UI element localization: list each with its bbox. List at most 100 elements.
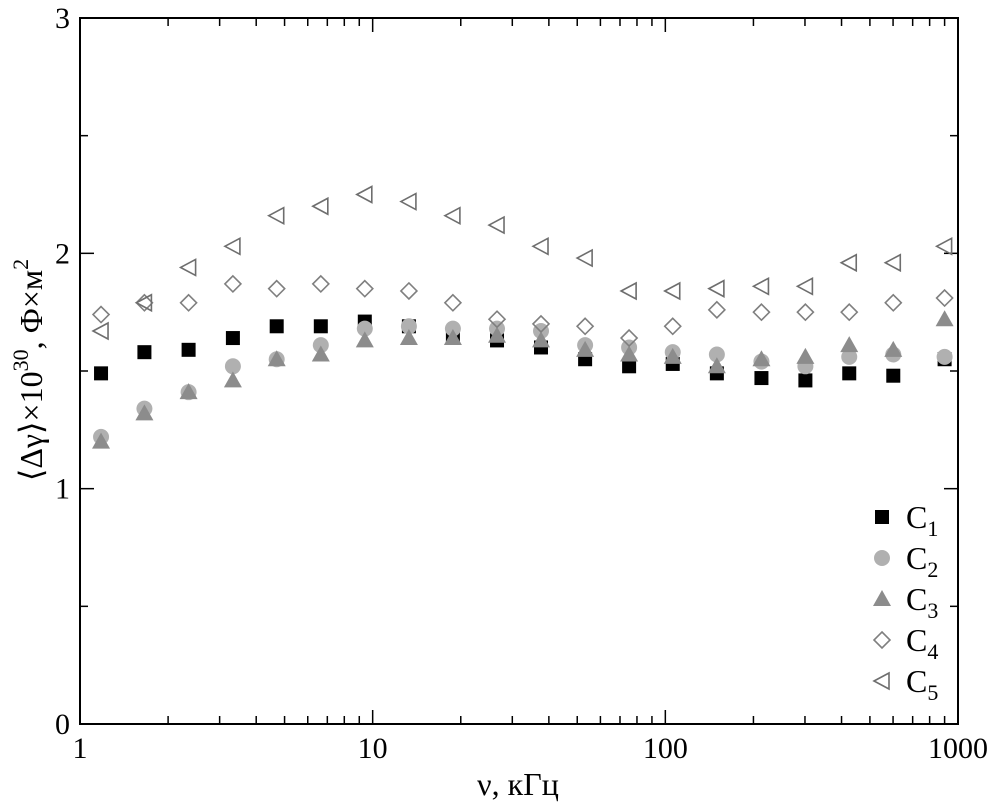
data-point bbox=[935, 310, 954, 327]
data-point bbox=[883, 253, 902, 273]
data-point bbox=[179, 383, 198, 400]
series-2 bbox=[93, 318, 953, 445]
data-marks bbox=[91, 185, 954, 449]
data-point bbox=[91, 321, 109, 341]
data-point bbox=[619, 328, 639, 348]
y-tick-label: 0 bbox=[55, 708, 70, 741]
data-point bbox=[663, 347, 682, 364]
data-point bbox=[179, 293, 198, 312]
data-point bbox=[269, 319, 284, 334]
legend-label: C4 bbox=[906, 622, 938, 664]
legend-label: C2 bbox=[906, 540, 938, 582]
y-axis-label-exponent: 30 bbox=[8, 349, 33, 371]
data-point bbox=[798, 373, 813, 388]
data-point bbox=[311, 196, 329, 216]
data-point bbox=[575, 317, 595, 336]
data-point bbox=[841, 348, 858, 365]
data-point bbox=[135, 404, 154, 421]
series-3 bbox=[92, 310, 954, 449]
data-point bbox=[840, 336, 859, 353]
series-1 bbox=[94, 314, 952, 388]
data-point bbox=[532, 331, 551, 348]
y-tick-label: 2 bbox=[55, 237, 70, 270]
data-point bbox=[487, 310, 507, 329]
y-tick-label: 3 bbox=[55, 2, 70, 35]
data-point bbox=[312, 337, 329, 354]
y-tick-label: 1 bbox=[55, 473, 70, 506]
legend-marker bbox=[873, 590, 891, 606]
data-point bbox=[134, 293, 153, 313]
data-point bbox=[223, 274, 243, 294]
data-point bbox=[267, 350, 286, 367]
data-point bbox=[751, 276, 770, 296]
data-point bbox=[443, 329, 462, 346]
data-point bbox=[795, 276, 814, 296]
data-point bbox=[576, 340, 595, 357]
data-point bbox=[707, 279, 725, 298]
x-tick-label: 100 bbox=[643, 732, 688, 765]
data-point bbox=[663, 317, 682, 336]
data-point bbox=[842, 366, 857, 381]
data-point bbox=[135, 293, 154, 312]
data-point bbox=[707, 357, 726, 374]
data-point bbox=[575, 248, 593, 268]
data-point bbox=[935, 288, 954, 308]
x-tick-label: 1 bbox=[73, 732, 88, 765]
data-point bbox=[754, 371, 769, 386]
axis-ticks bbox=[79, 17, 958, 725]
data-point bbox=[487, 215, 505, 235]
data-point bbox=[137, 345, 152, 360]
data-point bbox=[796, 347, 815, 364]
legend-label: C5 bbox=[906, 663, 938, 705]
data-point bbox=[355, 331, 374, 348]
data-point bbox=[708, 346, 725, 363]
data-point bbox=[92, 432, 111, 449]
plot-border bbox=[79, 17, 959, 725]
series-5 bbox=[91, 185, 953, 341]
data-point bbox=[444, 320, 461, 337]
plot-frame bbox=[79, 17, 959, 725]
data-point bbox=[707, 300, 727, 319]
x-tick-label: 1000 bbox=[928, 732, 988, 765]
legend-marker bbox=[872, 630, 892, 650]
data-point bbox=[178, 258, 197, 277]
data-point bbox=[531, 236, 549, 256]
legend-label: C3 bbox=[906, 581, 938, 623]
data-point bbox=[620, 345, 639, 362]
legend-marker bbox=[872, 671, 890, 691]
data-point bbox=[752, 350, 771, 367]
data-point bbox=[884, 340, 903, 357]
data-point bbox=[884, 293, 903, 312]
y-axis-label-main: ⟨Δγ⟩×10 bbox=[13, 371, 49, 481]
data-point bbox=[886, 368, 901, 383]
data-point bbox=[443, 293, 463, 312]
data-point bbox=[223, 371, 242, 388]
data-point bbox=[663, 281, 681, 301]
y-axis-label-unit: , Ф×м bbox=[13, 270, 49, 350]
data-point bbox=[313, 319, 328, 334]
data-point bbox=[399, 192, 417, 211]
data-point bbox=[443, 206, 461, 226]
data-point bbox=[356, 320, 373, 337]
data-point bbox=[91, 305, 111, 324]
data-point bbox=[796, 303, 815, 322]
data-point bbox=[225, 331, 240, 346]
y-axis-label: ⟨Δγ⟩×1030, Ф×м2 bbox=[8, 259, 49, 481]
data-point bbox=[839, 253, 858, 273]
series-4 bbox=[91, 274, 954, 348]
x-axis-label: ν, кГц bbox=[477, 766, 559, 802]
y-axis-label-unit-exponent: 2 bbox=[8, 259, 33, 270]
data-point bbox=[936, 348, 953, 365]
data-point bbox=[355, 279, 374, 298]
data-point bbox=[267, 279, 286, 298]
data-point bbox=[934, 236, 953, 256]
data-point bbox=[752, 303, 771, 322]
x-tick-label: 10 bbox=[358, 732, 388, 765]
data-point bbox=[399, 281, 419, 301]
data-point bbox=[531, 314, 551, 334]
data-point bbox=[267, 206, 285, 226]
data-point bbox=[311, 274, 330, 294]
